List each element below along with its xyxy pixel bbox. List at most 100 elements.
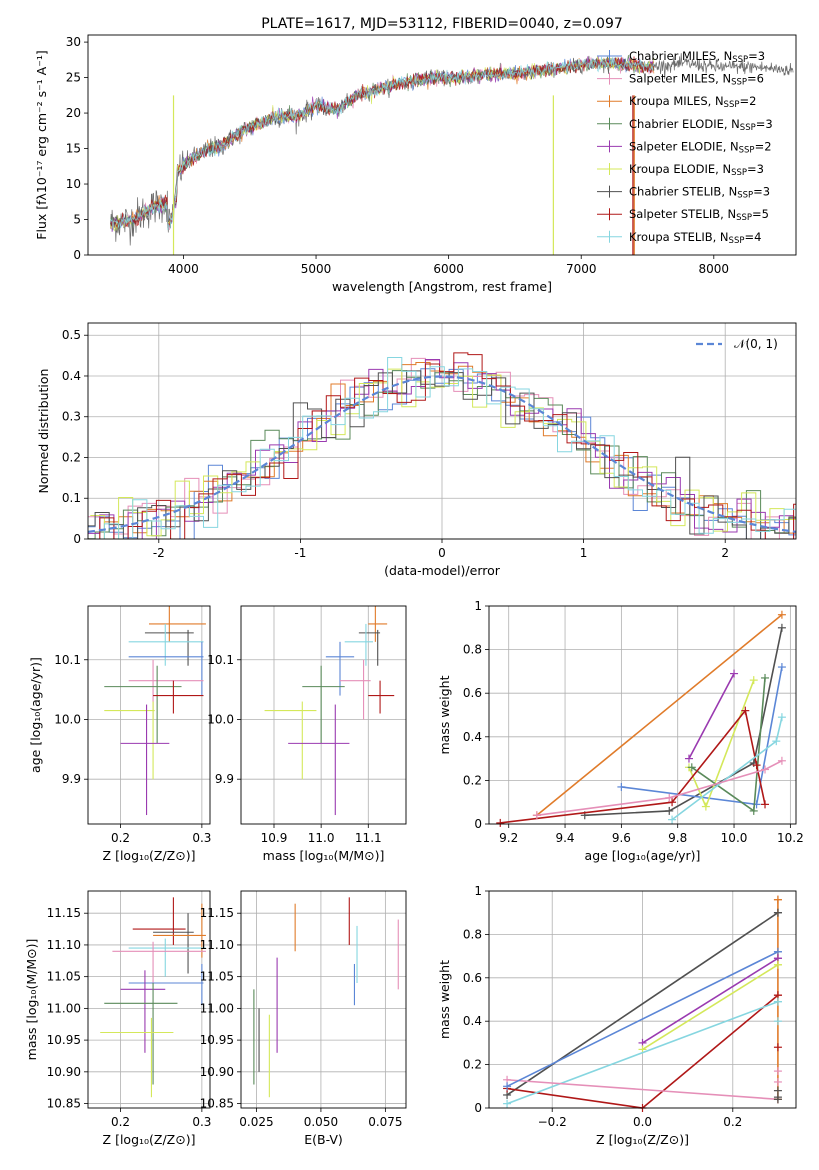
y-tick-label: 10 (66, 177, 81, 191)
x-tick-label: 8000 (699, 262, 730, 276)
x-tick-label: -2 (153, 546, 165, 560)
y-tick-label: 0 (474, 1101, 482, 1115)
x-tick-label: 7000 (566, 262, 597, 276)
mass-vs-Z-data (100, 897, 206, 1098)
y-tick-label: 10.85 (200, 1097, 234, 1111)
weight-line-kroupa-elodie (642, 964, 779, 1051)
y-tick-label: 10.90 (47, 1065, 81, 1079)
y-tick-label: 1 (474, 599, 482, 613)
chart-title: PLATE=1617, MJD=53112, FIBERID=0040, z=0… (261, 16, 623, 32)
y-tick-label: 0.6 (463, 971, 482, 985)
x-tick-label: 0.0 (633, 1115, 652, 1129)
y-tick-label: 0.6 (463, 686, 482, 700)
x-tick-label: 11.0 (308, 831, 335, 845)
x-tick-label: 0.050 (304, 1115, 338, 1129)
weight-line-salpeter-elodie (642, 957, 779, 1044)
legend-label: Chabrier ELODIE, NSSP=3 (629, 117, 773, 133)
x-axis-label: Z [log₁₀(Z/Z⊙)] (103, 1132, 196, 1147)
x-tick-label: 0.2 (111, 831, 130, 845)
x-tick-label: 9.6 (612, 831, 631, 845)
legend-label: 𝒩(0, 1) (734, 337, 778, 351)
y-tick-label: 1 (474, 884, 482, 898)
y-tick-label: 0.5 (62, 328, 81, 342)
mass-weight-vs-Z-panel: −0.2 0.0 0.2 0 0.2 0.4 0.6 0.8 1 Z [log₁₀(Z/Z⊙)] m… (437, 884, 797, 1147)
age-vs-Z-data (104, 606, 206, 816)
x-axis-label: wavelength [Angstrom, rest frame] (332, 279, 552, 294)
y-tick-label: 0.4 (463, 730, 482, 744)
y-tick-label: 10.95 (47, 1033, 81, 1047)
normal-reference-curve (88, 375, 796, 533)
y-tick-label: 0.4 (62, 369, 81, 383)
x-tick-label: 9.8 (668, 831, 687, 845)
y-tick-label: 20 (66, 106, 81, 120)
age-vs-Z-panel: 0.2 0.3 9.9 10.0 10.1 Z [log₁₀(Z/Z⊙)] age [log… (28, 605, 211, 863)
panels: 4000 5000 6000 7000 8000051015202530waveleng… (24, 16, 804, 1147)
x-tick-label: 0.025 (239, 1115, 273, 1129)
y-tick-label: 0 (73, 248, 81, 262)
y-tick-label: 10.1 (54, 653, 81, 667)
x-tick-label: 6000 (433, 262, 464, 276)
mass-weight-vs-age-panel: 9.2 9.4 9.6 9.8 10.0 10.2 0 0.2 0.4 0.6 0.8 1 age [l… (437, 599, 804, 863)
legend-label: Salpeter MILES, NSSP=6 (629, 72, 764, 88)
x-tick-label: 0.2 (111, 1115, 130, 1129)
x-tick-label: 1 (580, 546, 588, 560)
x-tick-label: 2 (721, 546, 729, 560)
age-vs-mass-data (264, 606, 395, 816)
y-tick-label: 0.4 (463, 1014, 482, 1028)
residuals-data (88, 352, 796, 539)
y-tick-label: 30 (66, 35, 81, 49)
y-axis-label: mass weight (437, 960, 452, 1039)
y-tick-label: 0.8 (463, 927, 482, 941)
y-tick-label: 10.0 (54, 712, 81, 726)
x-tick-label: 5000 (301, 262, 332, 276)
legend-label: Kroupa ELODIE, NSSP=3 (629, 162, 764, 178)
y-tick-label: 0 (73, 532, 81, 546)
x-tick-label: 0.2 (723, 1115, 742, 1129)
y-tick-label: 11.15 (47, 906, 81, 920)
y-tick-label: 11.10 (47, 938, 81, 952)
legend-label: Salpeter STELIB, NSSP=5 (629, 207, 769, 223)
x-axis-label: mass [log₁₀(M/M⊙)] (263, 848, 385, 863)
y-tick-label: 0.3 (62, 410, 81, 424)
y-tick-label: 25 (66, 71, 81, 85)
y-tick-label: 11.15 (200, 906, 234, 920)
weight-line-kroupa-stelib (506, 1000, 779, 1105)
y-tick-label: 11.05 (200, 970, 234, 984)
y-axis-label: Flux [fλ10⁻¹⁷ erg cm⁻² s⁻¹ A⁻¹] (34, 50, 49, 239)
mass-weight-vs-age-data (496, 610, 786, 827)
x-tick-label: 0.075 (368, 1115, 402, 1129)
axes-frame (240, 890, 407, 1109)
x-tick-label: 4000 (168, 262, 199, 276)
x-axis-label: age [log₁₀(age/yr)] (585, 848, 701, 863)
x-tick-label: 10.9 (261, 831, 288, 845)
legend-label: Kroupa STELIB, NSSP=4 (629, 230, 761, 246)
y-tick-label: 11.10 (200, 938, 234, 952)
x-axis-label: Z [log₁₀(Z/Z⊙)] (103, 848, 196, 863)
spectrum-data (110, 53, 794, 255)
y-tick-label: 9.9 (215, 772, 234, 786)
x-tick-label: 11.1 (355, 831, 382, 845)
y-tick-label: 0.1 (62, 491, 81, 505)
x-tick-label: 10.2 (777, 831, 804, 845)
legend-label: Chabrier STELIB, NSSP=3 (629, 185, 770, 201)
axes-frame (87, 890, 211, 1109)
y-axis-label: mass [log₁₀(M/M⊙)] (24, 939, 39, 1061)
x-axis-label: E(B-V) (304, 1132, 343, 1147)
y-axis-label: mass weight (437, 675, 452, 754)
spectrum-panel: 4000 5000 6000 7000 8000 0 5 10 15 20 25 30 waveleng… (34, 16, 797, 294)
y-tick-label: 0.8 (463, 643, 482, 657)
axes-frame (240, 605, 407, 825)
axes-frame (87, 322, 797, 540)
y-axis-label: Normed distribution (36, 369, 51, 494)
x-tick-label: 0.3 (192, 831, 211, 845)
mass-vs-Z-panel: 0.2 0.3 10.85 10.90 10.95 11.00 11.05 11.10 11.1… (24, 890, 211, 1147)
mass-vs-ebv-data (253, 897, 399, 1098)
y-tick-label: 5 (73, 213, 81, 227)
legend-label: Kroupa MILES, NSSP=2 (629, 94, 756, 110)
weight-line-salpeter-miles (507, 1079, 778, 1101)
y-axis-label: age [log₁₀(age/yr)] (28, 657, 43, 773)
axes-frame (87, 34, 797, 256)
x-tick-label: 10.0 (721, 831, 748, 845)
legend-label: Salpeter ELODIE, NSSP=2 (629, 139, 772, 155)
